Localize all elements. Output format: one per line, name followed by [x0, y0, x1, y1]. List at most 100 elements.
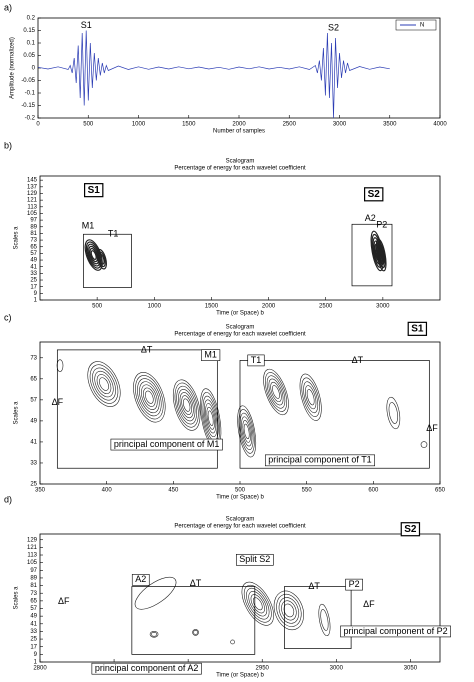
y-axis-label: Scales a — [14, 401, 20, 425]
y-tick-label: 25 — [30, 278, 37, 284]
annotation-box — [131, 574, 150, 586]
annotation-box — [264, 454, 376, 467]
annotation: ΔT — [141, 344, 153, 354]
x-tick-label: 1500 — [182, 122, 196, 128]
contour — [420, 441, 428, 448]
y-tick-label: 81 — [30, 583, 37, 589]
contour — [301, 377, 320, 417]
y-tick-label: 57 — [30, 397, 37, 403]
signal-line — [37, 30, 390, 119]
x-tick-label: 2000 — [262, 304, 276, 310]
y-tick-label: 105 — [27, 560, 38, 566]
contour — [320, 609, 329, 631]
y-tick-label: 113 — [27, 204, 37, 210]
contour — [181, 395, 192, 415]
region-box — [239, 360, 430, 469]
contour — [90, 250, 97, 261]
y-tick-label: 73 — [30, 238, 37, 244]
contour — [386, 396, 401, 430]
y-axis-label: Scales a — [14, 586, 20, 610]
annotation: A2 — [365, 213, 376, 223]
contour — [243, 423, 250, 440]
y-tick-label: 0.05 — [23, 53, 35, 59]
contour — [174, 382, 199, 428]
x-tick-label: 550 — [302, 488, 313, 494]
plot-frame — [37, 17, 441, 119]
y-tick-label: 0.2 — [27, 16, 36, 22]
annotation: M1 — [204, 350, 217, 360]
y-tick-label: 9 — [34, 652, 38, 658]
x-axis-label: Time (or Space) b — [216, 311, 264, 317]
annotation: ΔF — [52, 397, 64, 407]
contour — [145, 390, 154, 404]
chart-subtitle: Percentage of energy for each wavelet co… — [174, 524, 306, 530]
annotation: T1 — [251, 355, 262, 365]
contour — [133, 372, 166, 423]
y-tick-label: 145 — [27, 178, 38, 184]
y-tick-label: 129 — [27, 191, 38, 197]
x-tick-label: 450 — [168, 488, 179, 494]
contour — [192, 629, 199, 636]
y-tick-label: 97 — [30, 568, 37, 574]
x-tick-label: 3500 — [383, 122, 397, 128]
annotation-box — [247, 354, 265, 367]
contour — [94, 370, 114, 398]
contour — [141, 384, 158, 410]
annotation-box — [363, 187, 384, 202]
annotation-box — [91, 662, 202, 675]
contour — [183, 398, 191, 412]
x-tick-label: 2500 — [319, 304, 333, 310]
annotation: S1 — [411, 323, 424, 334]
contour — [268, 378, 284, 406]
annotation-box — [340, 625, 451, 638]
x-tick-label: 500 — [92, 304, 103, 310]
x-tick-label: 1500 — [205, 304, 219, 310]
contour — [377, 244, 385, 266]
contour — [246, 587, 270, 620]
y-tick-label: 1 — [34, 298, 38, 304]
panel-label: c) — [4, 312, 12, 322]
annotation: ΔT — [308, 581, 320, 591]
chart-subtitle: Percentage of energy for each wavelet co… — [174, 166, 306, 172]
y-tick-label: 33 — [30, 271, 37, 277]
y-tick-label: 0 — [32, 66, 36, 72]
y-tick-label: 17 — [30, 644, 37, 650]
y-tick-label: -0.2 — [25, 116, 36, 122]
x-tick-label: 3050 — [404, 666, 418, 672]
y-tick-label: -0.1 — [25, 91, 36, 97]
region-box — [83, 233, 132, 288]
annotation: P2 — [349, 579, 360, 589]
annotation-box — [235, 553, 274, 566]
contour — [92, 367, 116, 401]
contour — [299, 373, 322, 421]
x-tick-label: 500 — [83, 122, 94, 128]
contour — [143, 387, 156, 407]
contour — [87, 361, 121, 407]
contour — [272, 385, 280, 399]
y-tick-label: -0.15 — [21, 103, 35, 109]
x-tick-label: 3000 — [376, 304, 390, 310]
annotation: ΔF — [426, 423, 438, 433]
annotation: principal component of T1 — [268, 455, 371, 465]
chart-title: Scalogram — [226, 517, 255, 523]
annotation-box — [407, 321, 428, 336]
contour — [278, 597, 300, 624]
x-tick-label: 2950 — [256, 666, 270, 672]
x-tick-label: 2500 — [283, 122, 297, 128]
y-tick-label: 121 — [27, 198, 38, 204]
y-tick-label: 121 — [27, 545, 38, 551]
contour — [179, 392, 194, 419]
y-axis-label: Amplitude (normalized) — [10, 37, 16, 99]
x-tick-label: 500 — [235, 488, 246, 494]
contour — [134, 576, 177, 610]
y-tick-label: 0.15 — [23, 28, 35, 34]
y-tick-label: 81 — [30, 231, 37, 237]
contour — [263, 368, 289, 416]
legend-label: N — [420, 23, 424, 29]
y-tick-label: 57 — [30, 606, 37, 612]
contour — [241, 416, 253, 447]
contour — [96, 248, 107, 270]
